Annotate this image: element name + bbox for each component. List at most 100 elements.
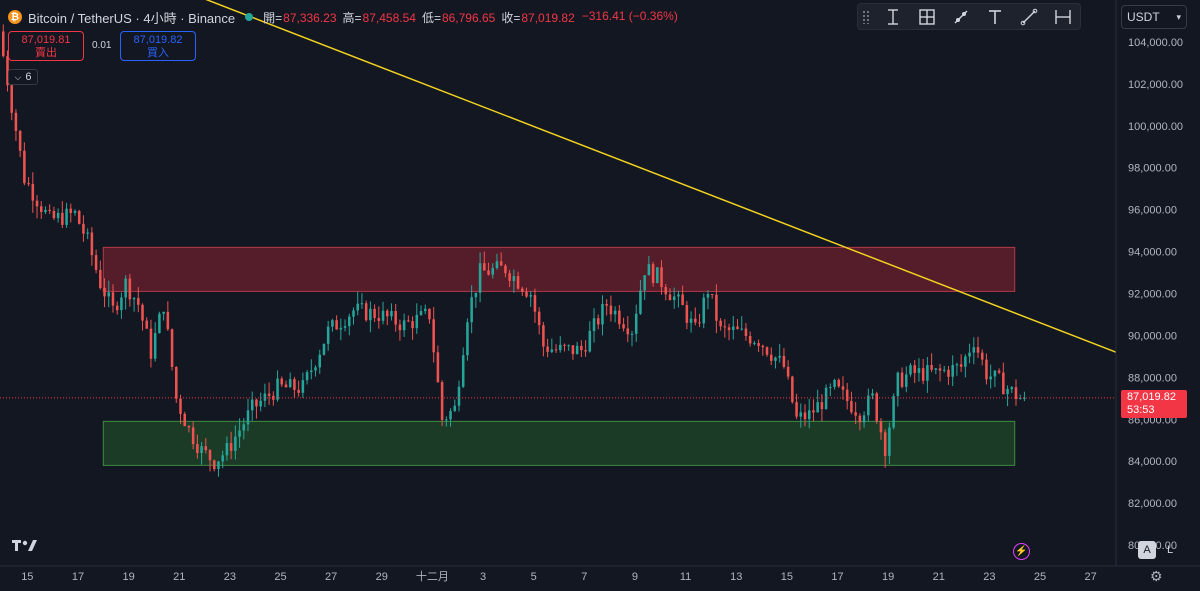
candle-body — [947, 369, 950, 377]
candle-body — [149, 328, 153, 359]
buy-label: 買入 — [147, 47, 169, 59]
candle-body — [845, 389, 849, 401]
candle-body — [820, 402, 824, 410]
candle-body — [432, 319, 435, 353]
candle-body — [200, 446, 203, 453]
candle-body — [423, 308, 427, 312]
date-tick-label: 9 — [632, 571, 638, 583]
date-tick-label: 13 — [730, 571, 742, 583]
price-axis[interactable]: 104,000.00 102,000.00 100,000.00 98,000.00 9… — [1128, 37, 1183, 552]
candle-body — [314, 367, 317, 371]
candle-body — [837, 379, 841, 387]
candle-body — [175, 366, 178, 399]
text-icon[interactable] — [984, 6, 1006, 28]
currency-select[interactable]: USDT ▾ — [1121, 5, 1187, 29]
candle-body — [348, 316, 351, 327]
date-tick-label: 21 — [933, 571, 945, 583]
price-tick-label: 82,000.00 — [1128, 498, 1177, 510]
date-tick-label: 3 — [480, 571, 486, 583]
trend-line-icon[interactable] — [1018, 6, 1040, 28]
candle-body — [86, 232, 89, 234]
candle-body — [512, 276, 516, 281]
candle-body — [284, 384, 288, 388]
candle-body — [588, 330, 592, 352]
change-value: −316.41 (−0.36%) — [581, 8, 678, 23]
candle-body — [255, 399, 258, 407]
candle-body — [850, 400, 853, 413]
candle-body — [158, 313, 161, 334]
date-axis[interactable]: 15 17 19 21 23 25 27 29 十二月 3 5 7 9 11 13 15 17 19 21 23 25 2… — [21, 569, 1097, 583]
indicators-collapse-button[interactable]: ⌵ 6 — [8, 69, 38, 85]
candle-body — [685, 305, 689, 323]
price-tick-label: 88,000.00 — [1128, 372, 1177, 384]
candle-body — [39, 206, 43, 213]
buy-price: 87,019.82 — [133, 34, 183, 46]
symbol-title[interactable]: Bitcoin / TetherUS · 4小時 · Binance — [28, 10, 236, 26]
candle-body — [23, 150, 26, 184]
candle-body — [225, 443, 229, 456]
buy-button[interactable]: 87,019.82 買入 — [120, 31, 196, 61]
candle-body — [926, 365, 929, 381]
candle-body — [736, 326, 739, 330]
candle-body — [137, 298, 140, 305]
auto-scale-button[interactable]: A — [1138, 541, 1156, 559]
drag-handle-icon[interactable] — [862, 9, 870, 24]
candle-body — [993, 370, 997, 377]
candle-body — [951, 365, 954, 377]
ray-icon[interactable] — [950, 6, 972, 28]
vertical-line-icon[interactable] — [882, 6, 904, 28]
candle-body — [297, 389, 300, 393]
candle-body — [6, 56, 9, 86]
candle-body — [73, 210, 77, 213]
price-tick-label: 102,000.00 — [1128, 79, 1183, 91]
candle-body — [651, 264, 655, 284]
sell-button[interactable]: 87,019.81 賣出 — [8, 31, 84, 61]
candle-body — [229, 443, 233, 451]
tradingview-logo-icon[interactable] — [12, 538, 40, 556]
candle-body — [398, 324, 402, 331]
candle-body — [449, 410, 452, 420]
candle-body — [706, 294, 710, 298]
candle-body — [305, 372, 309, 381]
price-tick-label: 90,000.00 — [1128, 330, 1177, 342]
candle-body — [145, 320, 149, 329]
price-tick-label: 96,000.00 — [1128, 205, 1177, 217]
candle-body — [495, 261, 499, 268]
candle-body — [487, 270, 490, 275]
date-tick-label: 29 — [376, 571, 388, 583]
candle-body — [263, 393, 267, 401]
candle-body — [276, 378, 279, 400]
candle-body — [187, 426, 191, 428]
open-label: 開= — [263, 10, 283, 25]
candle-body — [917, 368, 921, 373]
candle-body — [115, 305, 119, 311]
candle-body — [727, 327, 731, 331]
crosshair-icon[interactable] — [916, 6, 938, 28]
date-tick-label: 21 — [173, 571, 185, 583]
candle-body — [909, 365, 912, 375]
candle-body — [580, 345, 583, 351]
candle-body — [82, 223, 85, 234]
candle-body — [179, 398, 182, 414]
candle-body — [1010, 387, 1014, 390]
candle-body — [812, 410, 815, 413]
candle-body — [65, 208, 68, 225]
candle-body — [360, 303, 364, 305]
candle-body — [56, 212, 60, 219]
candle-body — [786, 366, 790, 377]
lightning-icon[interactable]: ⚡ — [1013, 543, 1030, 560]
candle-body — [639, 290, 642, 314]
candle-body — [335, 320, 338, 330]
candle-body — [525, 291, 528, 297]
candle-body — [141, 304, 144, 321]
candle-body — [964, 356, 967, 367]
log-scale-button[interactable]: L — [1166, 544, 1174, 556]
date-range-icon[interactable] — [1052, 6, 1074, 28]
candle-body — [238, 430, 241, 437]
candle-body — [833, 379, 836, 387]
settings-gear-icon[interactable]: ⚙ — [1150, 568, 1163, 584]
candle-body — [871, 393, 874, 396]
candle-body — [896, 372, 900, 397]
candle-body — [153, 333, 157, 359]
